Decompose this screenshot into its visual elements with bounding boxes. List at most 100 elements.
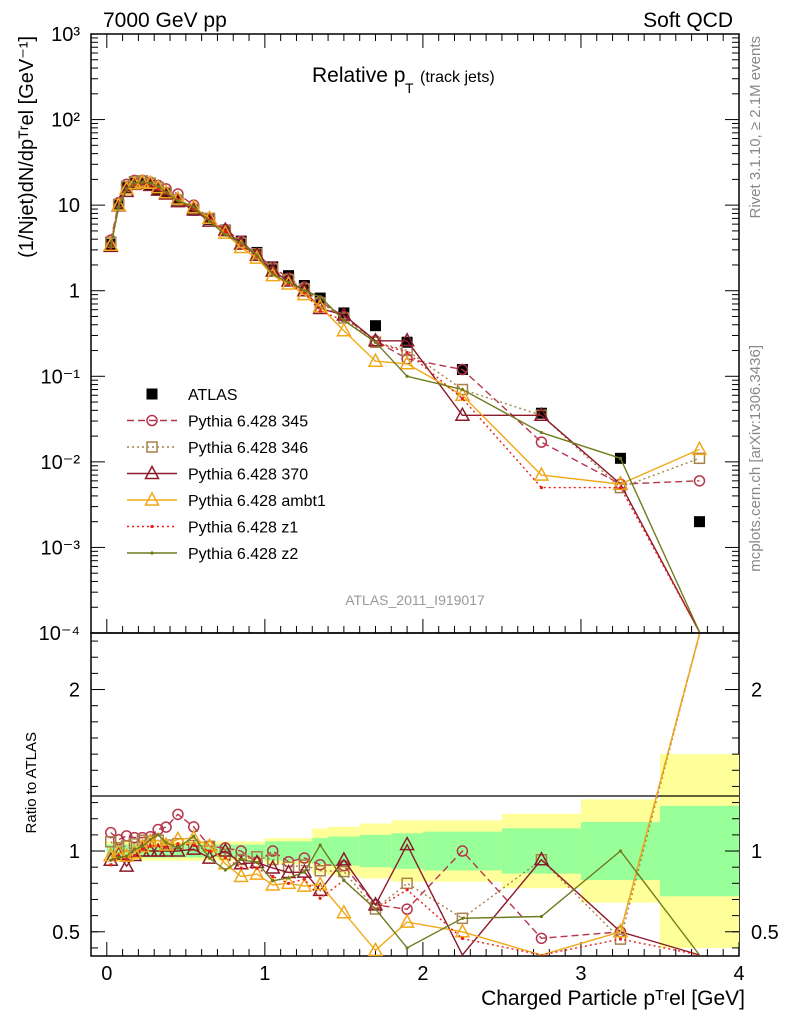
ratio-point <box>286 881 291 885</box>
data-point <box>405 374 409 378</box>
data-point <box>693 516 705 528</box>
data-point <box>399 355 415 370</box>
ratio-point <box>314 864 326 877</box>
data-point <box>405 350 409 355</box>
ratio-point <box>176 846 180 850</box>
x-tick-label: 1 <box>259 963 270 985</box>
data-point <box>618 456 623 460</box>
series-line <box>110 179 700 485</box>
band-green <box>312 838 329 864</box>
data-point <box>124 187 129 191</box>
ratio-point <box>264 859 281 874</box>
ratio-point <box>140 844 144 849</box>
ratio-point <box>255 866 259 870</box>
data-point <box>156 187 160 191</box>
ratio-point <box>302 877 306 881</box>
ratio-y-axis: 0.5 0.5 1 1 2 2 <box>52 640 779 949</box>
x-tick-label: 0 <box>101 963 112 985</box>
ratio-point <box>460 916 465 920</box>
plot-title: Relative p T (track jets) <box>312 64 495 96</box>
data-point <box>249 249 265 264</box>
ratio-point <box>223 855 227 859</box>
ratio-point <box>239 857 243 862</box>
ratio-panel-frame <box>90 632 740 957</box>
data-point <box>223 233 227 237</box>
data-point <box>118 182 135 198</box>
ratio-point <box>612 923 629 938</box>
data-point <box>460 396 465 401</box>
ratio-point <box>314 859 326 871</box>
legend-marker <box>146 414 158 427</box>
ratio-point <box>109 863 113 867</box>
legend-label: ATLAS <box>188 387 238 404</box>
data-point <box>239 241 243 245</box>
ratio-point <box>120 840 133 852</box>
ratio-point <box>318 843 322 847</box>
series-line <box>110 181 701 633</box>
ratio-point <box>164 845 168 850</box>
y-tick-label: 10⁻³ <box>41 537 81 559</box>
ratio-point <box>533 851 550 866</box>
data-point <box>618 486 623 490</box>
data-point <box>223 230 227 234</box>
data-point <box>312 299 328 315</box>
ratio-point <box>148 844 152 848</box>
y-tick-label: 10⁻⁴ <box>39 623 80 645</box>
ratio-point <box>264 876 281 891</box>
data-point <box>109 244 113 248</box>
ratio-point <box>271 874 275 879</box>
data-point <box>271 272 275 277</box>
ratio-point <box>223 868 227 872</box>
ratio-point <box>134 842 151 857</box>
ratio-tick-label-left: 2 <box>69 680 80 702</box>
ratio-point <box>336 904 352 919</box>
data-point <box>342 318 346 322</box>
data-point <box>693 452 706 465</box>
ratio-point <box>286 876 291 880</box>
y-axis-title-main: (1/Njet)dN/dpᵀʳel [GeV⁻¹] <box>16 36 38 258</box>
main-series-group <box>102 173 708 633</box>
x-tick-label: 3 <box>575 963 586 985</box>
ratio-point <box>140 847 144 851</box>
legend-marker <box>144 464 160 480</box>
ratio-tick-label-left: 1 <box>69 841 80 863</box>
ratio-tick-label-right: 0.5 <box>751 922 779 944</box>
ratio-point <box>399 913 415 928</box>
x-axis-title: Charged Particle pᵀʳel [GeV] <box>481 987 745 1010</box>
ratio-point <box>124 854 129 858</box>
data-point <box>117 205 121 209</box>
legend-marker <box>150 524 154 529</box>
x-axis: 0 1 2 3 4 <box>90 34 745 985</box>
ratio-point <box>239 866 243 870</box>
ratio-point <box>233 867 249 883</box>
ratio-point <box>399 835 415 851</box>
legend-marker <box>146 388 158 400</box>
ratio-point <box>128 831 141 844</box>
ratio-point <box>142 842 159 857</box>
ratio-point <box>456 845 469 857</box>
data-point <box>207 219 212 223</box>
ratio-point <box>176 842 180 846</box>
ratio-point <box>132 847 137 851</box>
series-line <box>110 182 701 633</box>
data-point <box>132 181 137 185</box>
ratio-point <box>160 821 172 833</box>
ratio-point <box>618 849 623 853</box>
data-point <box>148 181 152 185</box>
ratio-point <box>405 946 409 950</box>
ratio-point <box>405 888 409 892</box>
ratio-point <box>312 875 328 891</box>
ratio-point <box>318 896 322 900</box>
ratio-point <box>271 879 275 883</box>
plot-title-main: Relative p <box>312 64 405 87</box>
ratio-point <box>298 852 311 864</box>
plot-title-sub: T <box>405 80 414 96</box>
ratio-point <box>267 853 279 866</box>
y-tick-label: 10⁻² <box>41 452 81 474</box>
legend-marker <box>150 551 154 555</box>
ratio-point <box>164 841 168 845</box>
ratio-line <box>110 633 701 956</box>
data-point <box>373 340 378 344</box>
legend: ATLAS Pythia 6.428 345 Pythia 6.428 346 Pyt… <box>127 387 326 563</box>
